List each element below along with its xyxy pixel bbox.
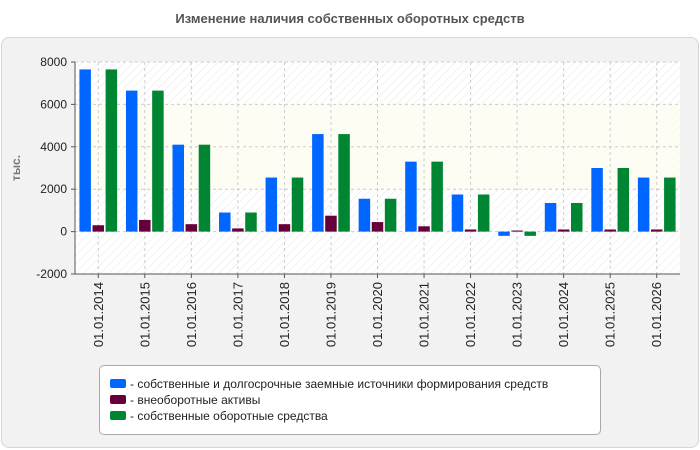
bar-sources	[125, 90, 138, 232]
legend-swatch-working-capital	[110, 411, 126, 420]
bar-sources	[451, 194, 464, 232]
bar-noncurrent-assets	[371, 222, 384, 232]
bar-working-capital	[384, 198, 397, 232]
bar-noncurrent-assets	[139, 219, 151, 232]
bar-working-capital	[571, 202, 583, 232]
y-tick-label: 0	[60, 225, 67, 239]
y-tick-label: 6000	[40, 97, 67, 111]
x-tick-label: 01.01.2021	[417, 282, 432, 347]
legend-swatch-sources	[110, 379, 126, 388]
bar-noncurrent-assets	[185, 224, 198, 232]
bar-working-capital	[617, 168, 630, 232]
bar-noncurrent-assets	[232, 228, 244, 232]
bar-working-capital	[198, 144, 211, 232]
legend-label-working-capital: - собственные оборотные средства	[130, 409, 328, 423]
legend-label-noncurrent-assets: - внеоборотные активы	[130, 393, 261, 407]
x-tick-label: 01.01.2014	[91, 282, 106, 347]
bar-working-capital	[431, 161, 443, 232]
bar-sources	[265, 177, 278, 232]
x-tick-label: 01.01.2024	[556, 282, 571, 347]
bar-sources	[544, 202, 557, 232]
x-tick-label: 01.01.2022	[463, 282, 478, 347]
x-tick-label: 01.01.2020	[370, 282, 385, 347]
bar-working-capital	[152, 90, 164, 232]
x-tick-label: 01.01.2019	[323, 282, 338, 347]
bar-noncurrent-assets	[278, 224, 291, 232]
x-tick-label: 01.01.2026	[649, 282, 664, 347]
gridlines	[75, 61, 680, 275]
x-tick-label: 01.01.2017	[230, 282, 245, 347]
bar-noncurrent-assets	[92, 225, 105, 232]
bar-sources	[79, 69, 91, 232]
y-tick-label: 8000	[40, 55, 67, 69]
legend-label-sources: - собственные и долгосрочные заемные ист…	[130, 377, 549, 391]
bar-sources	[405, 161, 417, 232]
bar-noncurrent-assets	[557, 229, 570, 232]
chart-title: Изменение наличия собственных оборотных …	[175, 11, 525, 26]
y-tick-labels: -2000 0 2000 4000 6000 8000	[36, 55, 75, 281]
x-tick-label: 01.01.2023	[510, 282, 525, 347]
bar-working-capital	[477, 194, 490, 232]
bar-sources	[358, 198, 371, 232]
x-tick-labels: 01.01.2014 01.01.2015 01.01.2016 01.01.2017…	[91, 274, 664, 347]
x-tick-label: 01.01.2016	[184, 282, 199, 347]
bar-sources	[312, 134, 324, 232]
bar-noncurrent-assets	[325, 215, 337, 232]
bar-sources	[219, 212, 231, 232]
bar-noncurrent-assets	[650, 229, 663, 232]
x-tick-label: 01.01.2018	[277, 282, 292, 347]
bar-working-capital	[245, 212, 257, 232]
bar-sources	[498, 231, 510, 236]
bar-noncurrent-assets	[604, 229, 616, 232]
y-tick-label: 4000	[40, 140, 67, 154]
bar-sources	[637, 177, 650, 232]
bars	[79, 69, 676, 236]
y-axis-label: тыс.	[9, 155, 23, 181]
legend-swatch-noncurrent-assets	[110, 395, 126, 404]
x-tick-label: 01.01.2025	[603, 282, 618, 347]
x-tick-label: 01.01.2015	[137, 282, 152, 347]
bar-sources	[172, 144, 184, 232]
bar-working-capital	[291, 177, 304, 232]
y-tick-label: 2000	[40, 182, 67, 196]
legend: - собственные и долгосрочные заемные ист…	[99, 365, 601, 435]
bar-working-capital	[105, 69, 118, 232]
bar-noncurrent-assets	[511, 230, 523, 232]
bar-working-capital	[524, 231, 536, 236]
bar-noncurrent-assets	[418, 226, 430, 232]
bar-working-capital	[338, 134, 350, 232]
bar-noncurrent-assets	[464, 229, 477, 232]
y-tick-label: -2000	[36, 267, 67, 281]
bar-working-capital	[664, 177, 676, 232]
bar-sources	[591, 168, 603, 232]
